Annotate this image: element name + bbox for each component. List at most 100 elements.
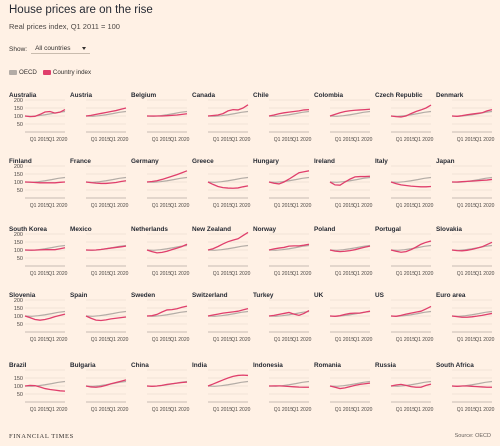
panel-chart: Q1 2015 Q1 2020 <box>268 369 312 413</box>
country-series-line <box>85 379 127 388</box>
panel-portugal: Portugal Q1 2015 Q1 2020 <box>375 226 435 281</box>
chart-subtitle: Real prices index, Q1 2011 = 100 <box>9 22 120 31</box>
country-series-line <box>452 178 493 183</box>
x-tick-label: Q1 2015 <box>335 137 354 143</box>
x-tick-label: Q1 2015 <box>152 137 171 143</box>
panel-colombia: Colombia Q1 2015 Q1 2020 <box>314 92 374 147</box>
x-tick-label: Q1 2020 <box>292 271 311 277</box>
x-tick-label: Q1 2020 <box>475 137 494 143</box>
x-tick-label: Q1 2015 <box>213 337 232 343</box>
panel-romania: Romania Q1 2015 Q1 2020 <box>314 362 374 417</box>
oecd-series-line <box>451 380 493 387</box>
panel-title: Bulgaria <box>70 362 96 369</box>
x-tick-label: Q1 2020 <box>292 203 311 209</box>
country-series-line <box>146 381 188 387</box>
x-tick-label: Q1 2020 <box>170 137 189 143</box>
oecd-series-line <box>207 310 249 317</box>
oecd-series-line <box>207 110 249 117</box>
x-tick-label: Q1 2020 <box>170 271 189 277</box>
oecd-series-line <box>268 110 310 117</box>
x-tick-label: Q1 2015 <box>213 137 232 143</box>
panel-france: France Q1 2015 Q1 2020 <box>70 158 130 213</box>
ft-logo: FINANCIAL TIMES <box>9 433 74 440</box>
oecd-series-line <box>329 110 371 117</box>
x-tick-label: Q1 2015 <box>396 203 415 209</box>
country-series-line <box>390 240 432 253</box>
country-series-line <box>207 104 249 117</box>
panel-title: Euro area <box>436 292 466 299</box>
country-series-line <box>146 305 188 317</box>
panel-title: Switzerland <box>192 292 228 299</box>
x-tick-label: Q1 2020 <box>170 337 189 343</box>
chevron-down-icon <box>82 47 87 50</box>
x-tick-label: Q1 2015 <box>396 407 415 413</box>
country-series-line <box>24 109 66 118</box>
x-tick-label: Q1 2020 <box>414 203 433 209</box>
panel-chart: 50 100 150 200 Q1 2015 Q1 2020 <box>14 98 68 143</box>
x-tick-label: Q1 2015 <box>30 271 49 277</box>
panel-title: Belgium <box>131 92 157 99</box>
country-series-line <box>451 108 493 117</box>
x-tick-label: Q1 2020 <box>353 137 372 143</box>
legend-item-country: Country index <box>42 69 91 76</box>
panel-chart: Q1 2015 Q1 2020 <box>207 299 251 343</box>
panel-india: India Q1 2015 Q1 2020 <box>192 362 252 417</box>
oecd-series-line <box>329 176 371 183</box>
country-series-line <box>390 181 432 188</box>
panel-title: France <box>70 158 91 165</box>
panel-switzerland: Switzerland Q1 2015 Q1 2020 <box>192 292 252 347</box>
panel-japan: Japan Q1 2015 Q1 2020 <box>436 158 496 213</box>
x-tick-label: Q1 2015 <box>274 137 293 143</box>
panel-chart: Q1 2015 Q1 2020 <box>146 369 190 413</box>
x-tick-label: Q1 2020 <box>414 137 433 143</box>
country-series-line <box>24 384 66 392</box>
panel-australia: Australia 50 100 150 200 Q1 2015 Q1 2020 <box>9 92 69 147</box>
x-tick-label: Q1 2015 <box>396 137 415 143</box>
x-tick-label: Q1 2015 <box>213 203 232 209</box>
oecd-series-line <box>146 176 188 183</box>
panel-chart: Q1 2015 Q1 2020 <box>85 233 129 277</box>
panel-spain: Spain Q1 2015 Q1 2020 <box>70 292 130 347</box>
country-select[interactable]: All countries <box>31 44 91 54</box>
country-series-line <box>85 180 127 185</box>
x-tick-label: Q1 2015 <box>152 271 171 277</box>
panel-finland: Finland 50 100 150 200 Q1 2015 Q1 2020 <box>9 158 69 213</box>
x-tick-label: Q1 2015 <box>30 337 49 343</box>
x-tick-label: Q1 2015 <box>335 337 354 343</box>
panel-ireland: Ireland Q1 2015 Q1 2020 <box>314 158 374 213</box>
country-series-line <box>329 245 371 253</box>
panel-title: Japan <box>436 158 455 165</box>
panel-chart: Q1 2015 Q1 2020 <box>390 165 434 209</box>
oecd-series-line <box>24 310 66 317</box>
country-series-line <box>85 107 127 117</box>
panel-title: Poland <box>314 226 336 233</box>
country-select-value: All countries <box>35 45 71 52</box>
country-series-line <box>24 247 66 251</box>
country-series-line <box>451 312 493 318</box>
x-tick-label: Q1 2015 <box>457 271 476 277</box>
x-tick-label: Q1 2015 <box>457 337 476 343</box>
panel-chart: Q1 2015 Q1 2020 <box>390 99 434 143</box>
panel-title: South Korea <box>9 226 47 233</box>
panel-chart: Q1 2015 Q1 2020 <box>207 99 251 143</box>
y-tick-label: 100 <box>14 248 23 254</box>
panel-chart: Q1 2015 Q1 2020 <box>451 233 495 277</box>
oecd-series-line <box>329 244 371 251</box>
panel-italy: Italy Q1 2015 Q1 2020 <box>375 158 435 213</box>
country-series-line <box>329 382 371 390</box>
x-tick-label: Q1 2015 <box>30 203 49 209</box>
x-tick-label: Q1 2020 <box>475 337 494 343</box>
panel-title: Slovakia <box>436 226 462 233</box>
panel-title: Brazil <box>9 362 27 369</box>
country-series-line <box>146 170 188 183</box>
x-tick-label: Q1 2020 <box>48 407 67 413</box>
panel-chart: Q1 2015 Q1 2020 <box>451 99 495 143</box>
panel-title: South Africa <box>436 362 474 369</box>
panel-chart: Q1 2015 Q1 2020 <box>268 165 312 209</box>
legend-swatch-oecd <box>9 70 17 75</box>
panel-title: Greece <box>192 158 214 165</box>
country-filter: Show: All countries <box>9 44 91 54</box>
x-tick-label: Q1 2015 <box>91 203 110 209</box>
y-tick-label: 200 <box>14 298 23 304</box>
x-tick-label: Q1 2020 <box>292 137 311 143</box>
